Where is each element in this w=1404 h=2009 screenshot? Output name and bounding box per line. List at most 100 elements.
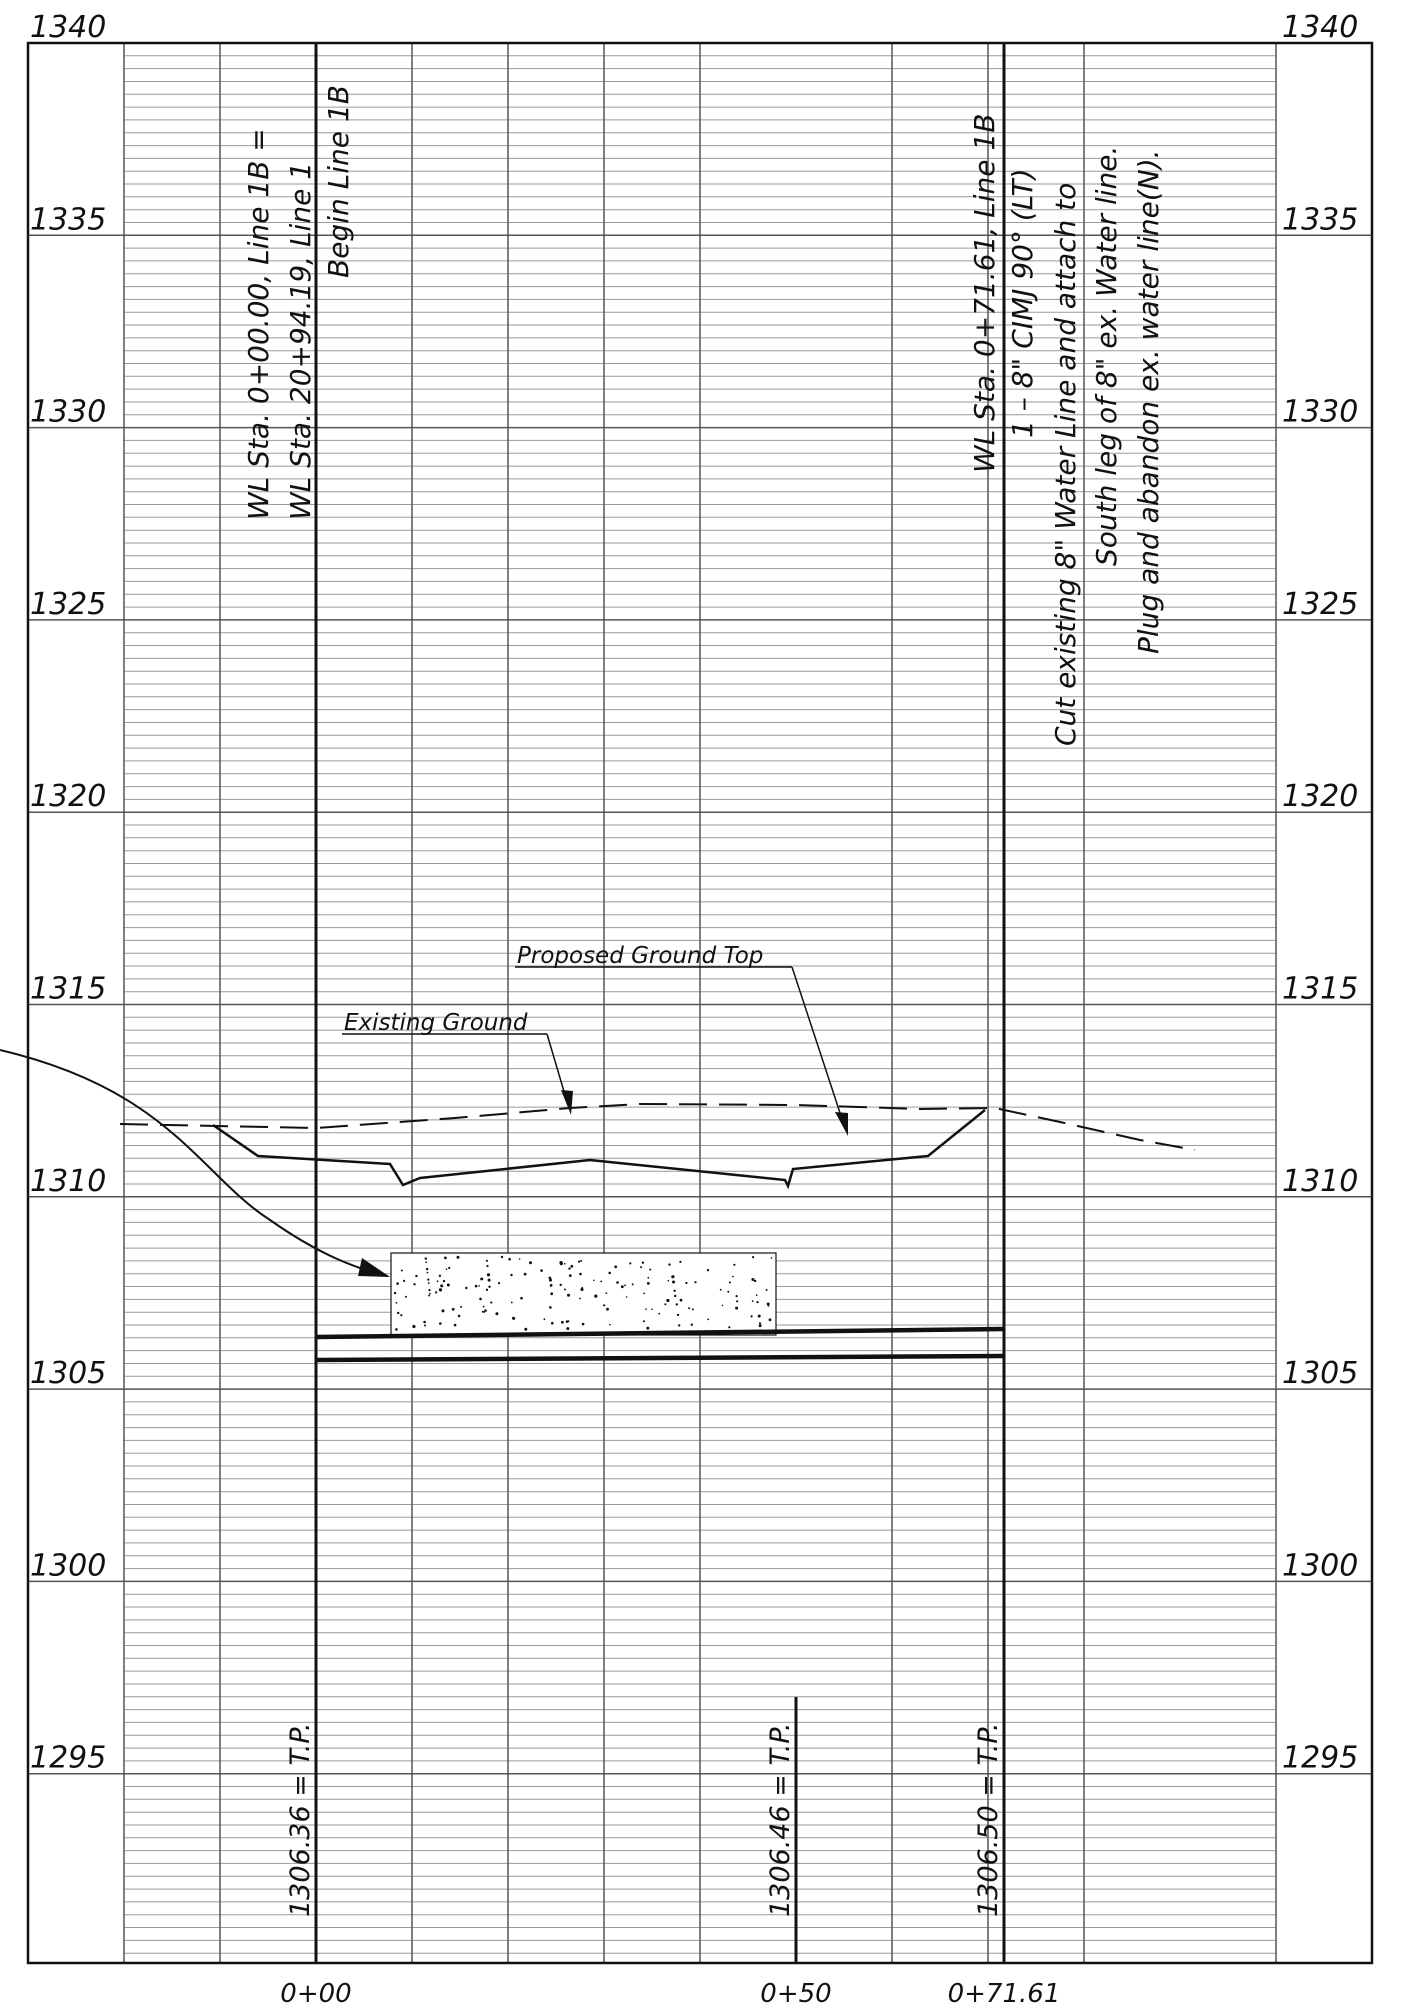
stipple-dot — [435, 1291, 438, 1294]
elevation-label-right: 1320 — [1282, 779, 1358, 814]
leader-curve — [0, 1049, 388, 1277]
stipple-dot — [397, 1311, 400, 1315]
stipple-dot — [568, 1267, 571, 1270]
leader-arrow — [358, 1258, 390, 1277]
elevation-label-left: 1325 — [30, 587, 106, 622]
stipple-dot — [428, 1294, 431, 1297]
stipple-dot — [424, 1257, 427, 1260]
stipple-dot — [651, 1308, 653, 1311]
stipple-dot — [719, 1288, 722, 1291]
stipple-dot — [675, 1303, 678, 1306]
stipple-dot — [732, 1275, 734, 1278]
svg-text:0+00: 0+00 — [280, 1979, 351, 2009]
stipple-dot — [400, 1269, 403, 1272]
stipple-dot — [425, 1261, 428, 1263]
stipple-dot — [480, 1278, 483, 1281]
stipple-dot — [559, 1283, 562, 1287]
elevation-label-left: 1315 — [30, 972, 106, 1007]
stipple-dot — [500, 1255, 504, 1259]
stipple-dot — [559, 1261, 563, 1265]
stipple-dot — [564, 1262, 566, 1265]
svg-text:0+50: 0+50 — [760, 1979, 831, 2009]
stipple-dot — [676, 1313, 680, 1317]
stipple-dot — [549, 1284, 553, 1287]
stipple-dot — [474, 1284, 478, 1288]
svg-text:1306.46 = T.P.: 1306.46 = T.P. — [765, 1723, 796, 1917]
elevation-label-right: 1340 — [1282, 10, 1358, 45]
stipple-dot — [750, 1315, 753, 1318]
stipple-dot — [395, 1328, 398, 1331]
svg-text:0+71.61: 0+71.61 — [948, 1979, 1061, 2009]
pipe-top-line — [315, 1326, 1005, 1340]
stipple-dot — [616, 1281, 619, 1284]
stipple-dot — [603, 1304, 606, 1307]
elevation-label-right: 1330 — [1282, 395, 1358, 430]
stipple-dot — [642, 1320, 645, 1323]
end-line-notes: WL Sta. 0+71.61, Line 1B 1 – 8" CIMJ 90°… — [968, 114, 1165, 746]
stipple-dot — [706, 1269, 710, 1272]
stipple-dot — [442, 1279, 446, 1283]
svg-text:WL Sta. 20+94.19, Line 1: WL Sta. 20+94.19, Line 1 — [284, 162, 317, 520]
stipple-dot — [566, 1327, 570, 1331]
stipple-dot — [453, 1323, 457, 1327]
stipple-dot — [423, 1320, 426, 1324]
stipple-dot — [439, 1322, 442, 1325]
stipple-dot — [768, 1318, 772, 1322]
stipple-dot — [600, 1280, 603, 1283]
profile-frame — [26, 41, 1374, 1965]
stipple-dot — [728, 1281, 731, 1284]
stipple-dot — [518, 1258, 521, 1260]
svg-text:WL Sta. 0+00.00, Line 1B =: WL Sta. 0+00.00, Line 1B = — [242, 128, 275, 520]
elevation-label-left: 1310 — [30, 1164, 106, 1199]
stipple-dot — [543, 1318, 546, 1321]
stipple-dot — [451, 1307, 455, 1311]
stipple-dot — [567, 1293, 570, 1297]
svg-text:Plug and abandon ex. water lin: Plug and abandon ex. water line(N). — [1132, 149, 1165, 654]
stipple-dot — [620, 1285, 624, 1289]
stipple-dot — [640, 1266, 643, 1269]
begin-line-notes: WL Sta. 0+00.00, Line 1B = WL Sta. 20+94… — [242, 85, 355, 520]
stipple-dot — [510, 1301, 513, 1304]
stipple-dot — [649, 1268, 652, 1271]
proposed-ground-line — [212, 1109, 986, 1190]
stipple-dot — [736, 1300, 739, 1303]
stipple-dot — [508, 1257, 511, 1261]
stipple-dot — [674, 1294, 677, 1298]
stipple-dot — [438, 1288, 443, 1292]
svg-text:1 – 8" CIMJ 90° (LT): 1 – 8" CIMJ 90° (LT) — [1006, 168, 1039, 438]
stipple-dot — [393, 1291, 397, 1295]
stipple-dot — [460, 1305, 463, 1308]
proposed-ground-leader — [791, 966, 845, 1126]
stipple-dot — [413, 1283, 416, 1286]
stipple-dot — [646, 1282, 650, 1285]
stipple-dot — [679, 1260, 682, 1263]
stipple-dot — [614, 1265, 618, 1269]
stipple-dot — [429, 1292, 431, 1295]
proposed-ground-arrow — [835, 1112, 848, 1136]
stipple-dot — [671, 1275, 675, 1279]
stipple-dot — [404, 1295, 407, 1298]
stipple-dot — [767, 1304, 770, 1307]
stipple-dot — [428, 1289, 431, 1292]
proposed-ground-label: Proposed Ground Top — [517, 943, 763, 969]
stipple-dot — [579, 1272, 582, 1276]
stipple-dot — [666, 1298, 670, 1303]
stipple-dot — [481, 1310, 484, 1313]
stipple-dot — [645, 1308, 647, 1310]
stipple-dot — [412, 1324, 416, 1329]
elevation-label-right: 1325 — [1282, 587, 1358, 622]
stipple-dot — [593, 1279, 595, 1282]
stipple-dot — [733, 1263, 736, 1266]
station-labels: 0+00 0+50 0+71.61 — [280, 1979, 1060, 2009]
stipple-dot — [561, 1320, 564, 1324]
stipple-dot — [667, 1279, 670, 1282]
stipple-dot — [757, 1314, 761, 1318]
stipple-dot — [415, 1274, 418, 1278]
stipple-dot — [756, 1301, 759, 1304]
stipple-dot — [721, 1304, 724, 1307]
stipple-dot — [728, 1326, 731, 1329]
stipple-dot — [426, 1271, 429, 1274]
stipple-dot — [678, 1324, 681, 1327]
elevation-labels-left: 1340 1335 1330 1325 1320 1315 1310 1305 1300 1295 — [30, 10, 106, 1776]
